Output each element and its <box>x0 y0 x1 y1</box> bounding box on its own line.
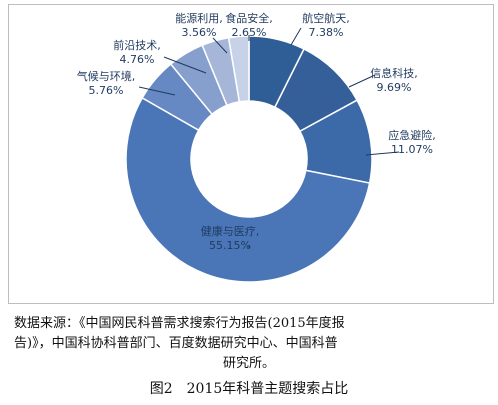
slice-label-3: 应急避险, <box>388 128 436 142</box>
slice-4 <box>125 96 371 283</box>
slice-label-5: 气候与环境, <box>77 69 136 83</box>
leader-line-2 <box>348 74 376 88</box>
figure-caption: 图2 2015年科普主题搜索占比 <box>149 381 349 397</box>
slice-value-1: 7.38% <box>309 26 344 39</box>
donut-chart: 航空航天,7.38% 信息科技,9.69% 应急避险,11.07% 健康与医疗,55.… <box>77 11 436 283</box>
slice-value-8: 2.65% <box>232 26 267 39</box>
slice-label-1: 航空航天, <box>302 11 350 25</box>
chart-frame: 航空航天, 7.38% 信息科技, 9.69% 应急避险, 11.07% 健康与医疗, 55.… <box>8 4 494 304</box>
slice-value-3: 11.07% <box>391 143 433 156</box>
slice-label-7: 能源利用, <box>175 11 223 25</box>
slice-value-2: 9.69% <box>377 81 412 94</box>
source-line-2: 告)》，中国科协科普部门、百度数据研究中心、中国科普 <box>14 336 338 351</box>
slice-label-2: 信息科技, <box>370 66 418 80</box>
source-line-1: 数据来源：《中国网民科普需求搜索行为报告(2015年度报 <box>14 316 345 331</box>
data-source-note: 数据来源：《中国网民科普需求搜索行为报告(2015年度报 告)》，中国科协科普部… <box>14 314 484 374</box>
slice-label-4: 健康与医疗, <box>201 224 260 238</box>
slice-value-7: 3.56% <box>182 26 217 39</box>
source-line-3: 研究所。 <box>222 356 275 371</box>
leader-line-1 <box>290 27 302 46</box>
slice-label-6: 前沿技术, <box>113 38 161 52</box>
slice-value-6: 4.76% <box>120 53 155 66</box>
slice-label-8: 食品安全, <box>225 11 273 25</box>
leader-line-5 <box>138 86 176 96</box>
slice-value-5: 5.76% <box>89 84 124 97</box>
leader-line-6 <box>163 56 207 74</box>
slice-value-4: 55.15% <box>209 239 251 252</box>
leader-line-3 <box>365 151 400 156</box>
leader-line-7 <box>212 37 228 54</box>
slice-8 <box>227 35 250 103</box>
